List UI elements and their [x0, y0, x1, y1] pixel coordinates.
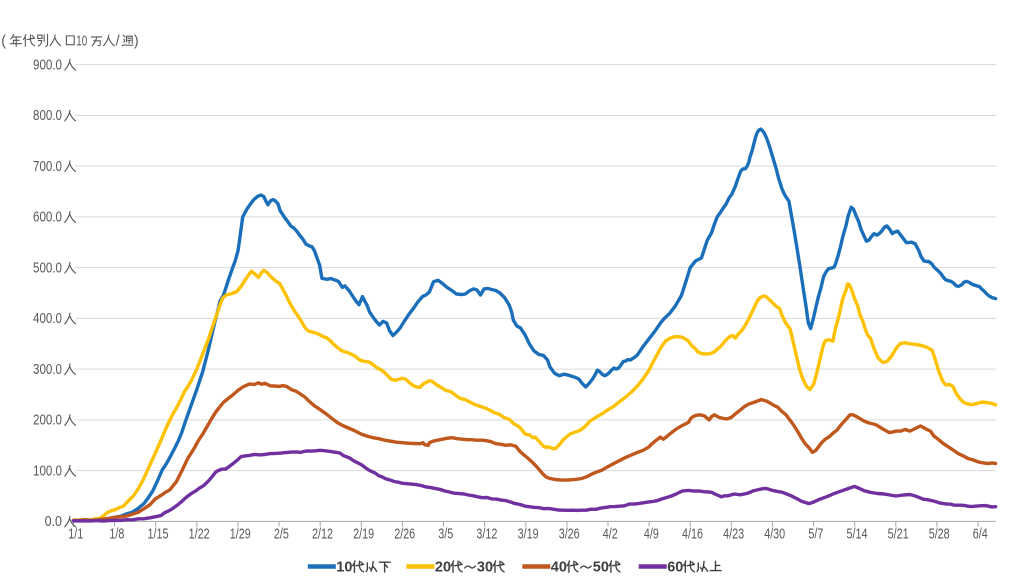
svg-text:2/5: 2/5 [274, 527, 289, 543]
svg-text:5/28: 5/28 [929, 527, 950, 543]
svg-text:): ) [134, 33, 139, 49]
svg-text:300.0: 300.0 [33, 362, 62, 378]
svg-text:900.0: 900.0 [33, 57, 62, 73]
svg-text:50: 50 [593, 559, 609, 575]
svg-text:3/5: 3/5 [438, 527, 453, 543]
svg-text:0.0: 0.0 [45, 514, 62, 530]
svg-text:3/19: 3/19 [518, 527, 539, 543]
svg-text:600.0: 600.0 [33, 210, 62, 226]
svg-text:6/4: 6/4 [973, 527, 988, 543]
svg-text:800.0: 800.0 [33, 108, 62, 124]
svg-text:2/26: 2/26 [394, 527, 415, 543]
svg-text:2/12: 2/12 [312, 527, 333, 543]
svg-text:60: 60 [667, 559, 683, 575]
svg-text:4/16: 4/16 [682, 527, 703, 543]
svg-text:500.0: 500.0 [33, 260, 62, 276]
svg-text:400.0: 400.0 [33, 311, 62, 327]
svg-text:5/14: 5/14 [847, 527, 868, 543]
svg-text:1/22: 1/22 [189, 527, 210, 543]
svg-text:4/2: 4/2 [603, 527, 618, 543]
svg-text:4/9: 4/9 [644, 527, 659, 543]
svg-text:(: ( [1, 33, 6, 49]
svg-text:100.0: 100.0 [33, 463, 62, 479]
svg-text:1/1: 1/1 [68, 527, 83, 543]
svg-text:1/15: 1/15 [148, 527, 169, 543]
svg-text:700.0: 700.0 [33, 159, 62, 175]
svg-text:4/30: 4/30 [764, 527, 785, 543]
svg-text:30: 30 [477, 559, 493, 575]
svg-text:1/29: 1/29 [230, 527, 251, 543]
svg-text:1/8: 1/8 [109, 527, 124, 543]
svg-text:20: 20 [435, 559, 451, 575]
svg-text:10: 10 [336, 559, 352, 575]
svg-text:10: 10 [76, 33, 87, 49]
svg-text:200.0: 200.0 [33, 413, 62, 429]
svg-text:5/21: 5/21 [888, 527, 909, 543]
svg-text:2/19: 2/19 [353, 527, 374, 543]
svg-text:5/7: 5/7 [808, 527, 823, 543]
svg-text:40: 40 [551, 559, 567, 575]
svg-text:3/12: 3/12 [476, 527, 497, 543]
svg-text:3/26: 3/26 [559, 527, 580, 543]
svg-text:/: / [116, 33, 121, 49]
svg-text:4/23: 4/23 [723, 527, 744, 543]
